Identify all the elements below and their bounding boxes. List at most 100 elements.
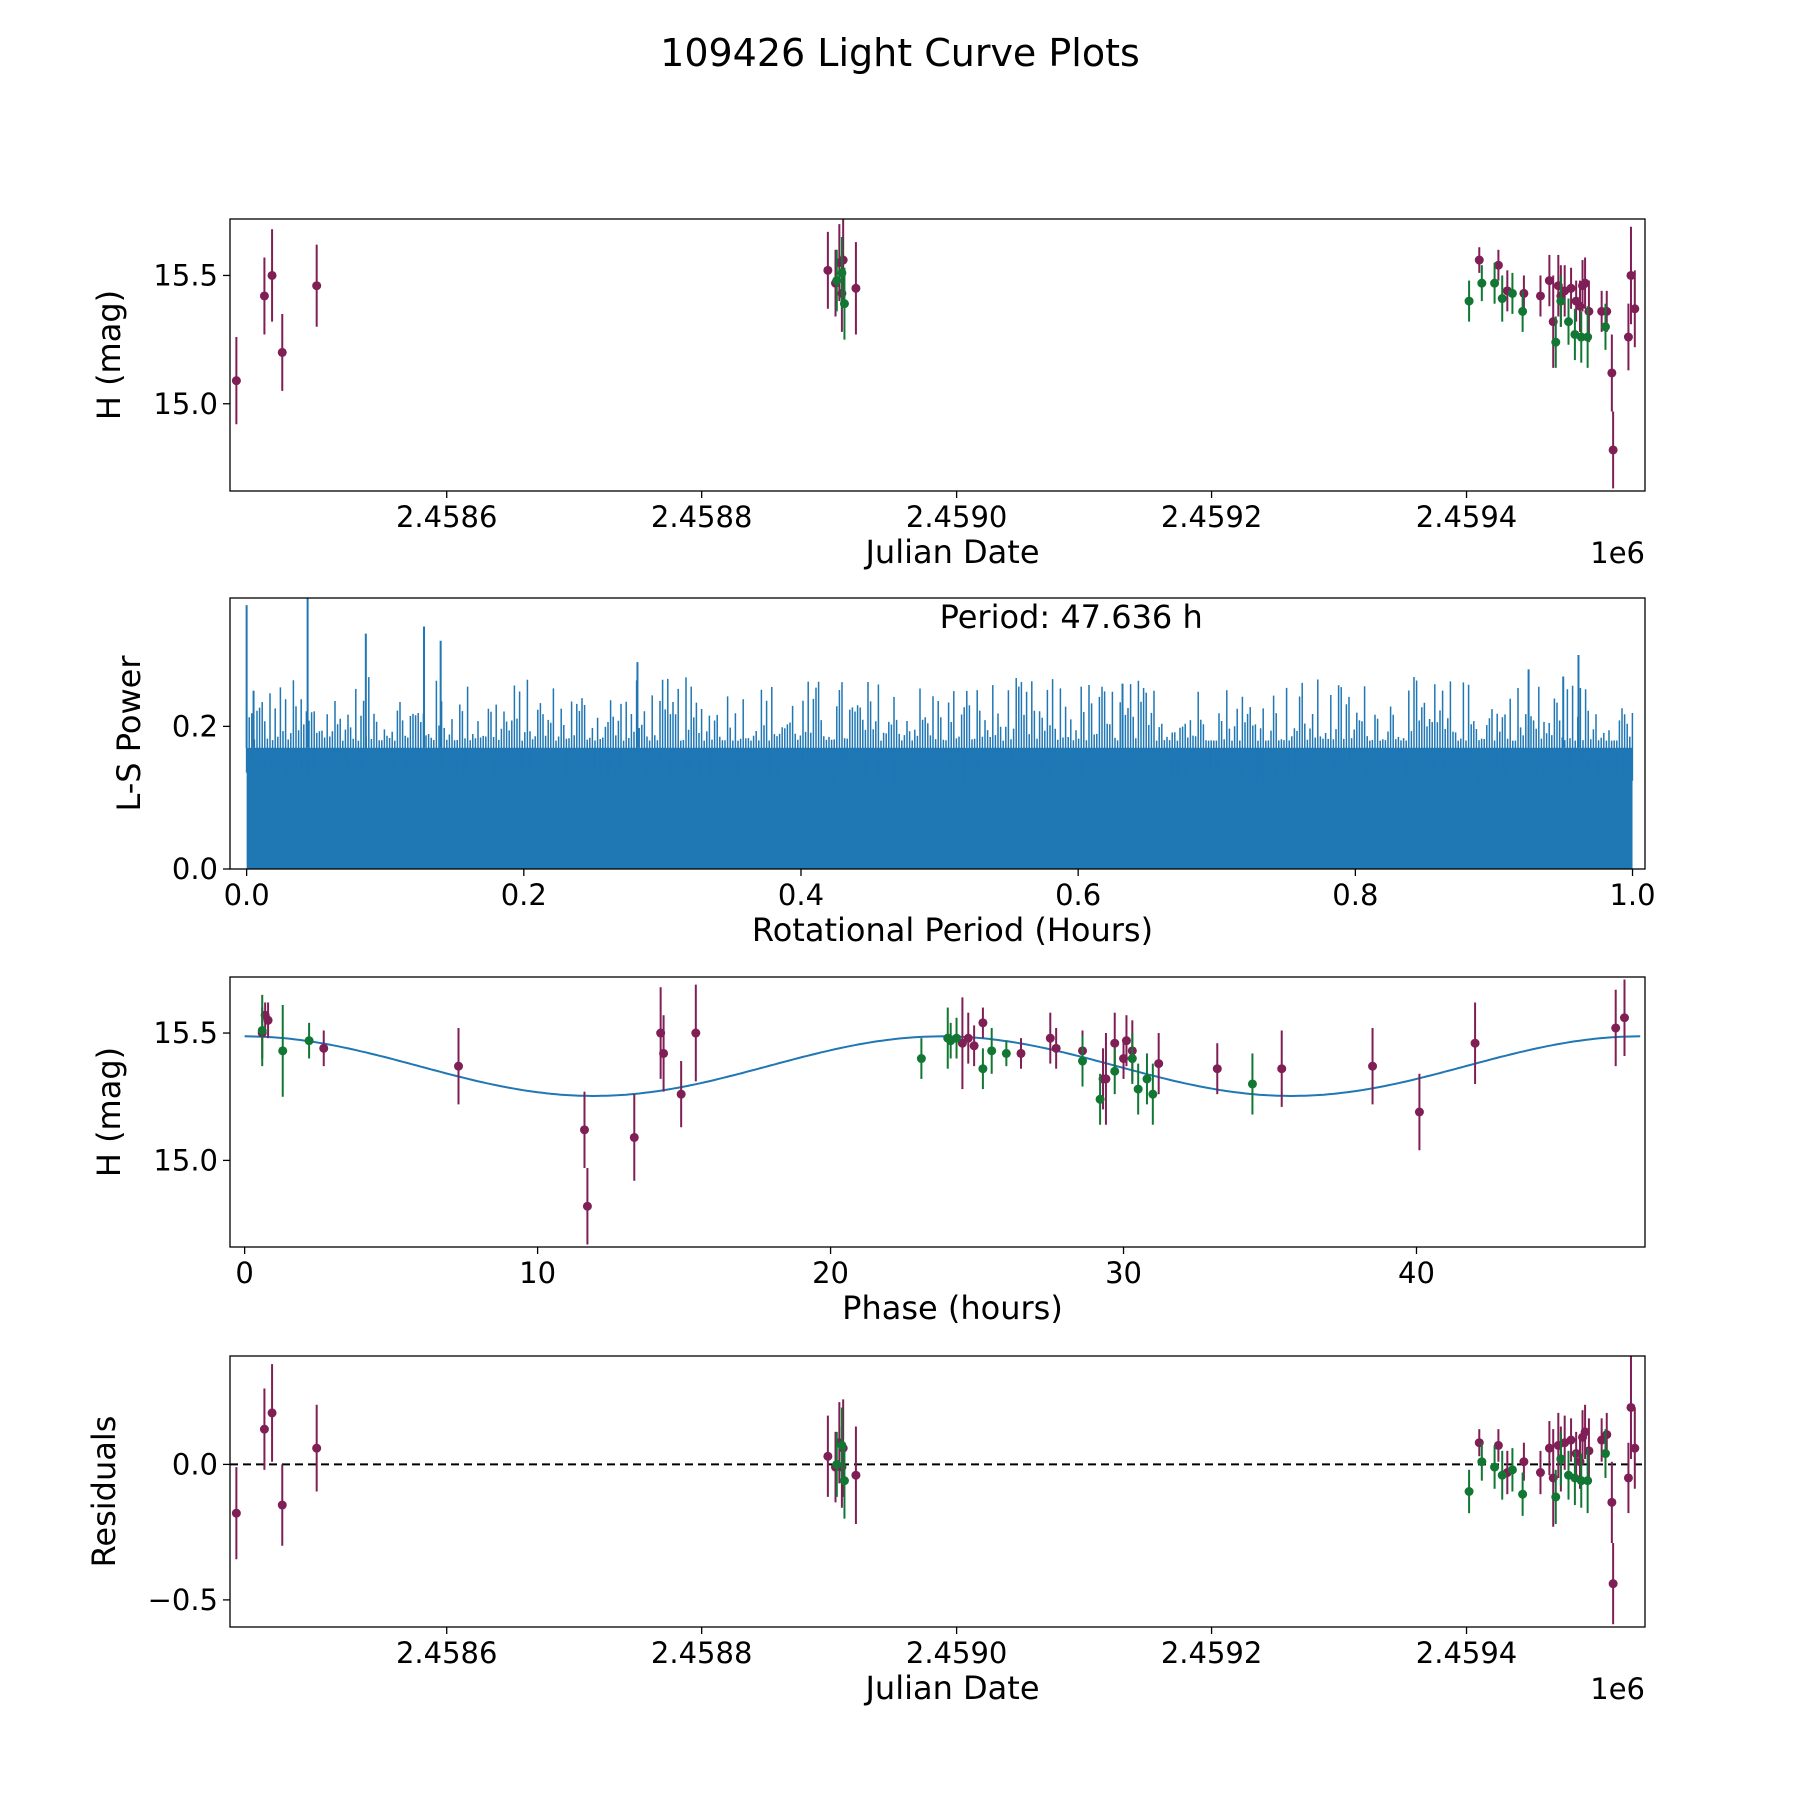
periodogram-ytick-label: 0.0 <box>172 852 218 886</box>
residuals-data-point <box>1580 1427 1590 1437</box>
lightcurve-data-point <box>1576 332 1586 342</box>
lightcurve-ytick-label: 15.0 <box>153 387 218 421</box>
figure-title: 109426 Light Curve Plots <box>660 31 1140 75</box>
phased-axes-frame <box>229 976 1646 1248</box>
lightcurve-data-point <box>1535 291 1545 301</box>
lightcurve-data-point <box>312 281 322 291</box>
phased-data-point <box>1110 1066 1120 1076</box>
lightcurve-data-point <box>1600 322 1610 332</box>
residuals-panel: Julian Date Residuals 1e6 2.4586 2.4588 2.… <box>85 1355 1646 1707</box>
periodogram-xtick-label: 0.2 <box>501 878 547 912</box>
phased-data-point <box>978 1018 988 1028</box>
phased-data-point <box>1095 1094 1105 1104</box>
residuals-xtick-label: 2.4592 <box>1161 1636 1262 1670</box>
residuals-ylabel: Residuals <box>85 1416 123 1568</box>
phased-data-point <box>963 1033 973 1043</box>
lightcurve-data-point <box>832 276 842 286</box>
phased-data-point <box>978 1064 988 1074</box>
phased-xtick-label: 30 <box>1105 1256 1142 1290</box>
residuals-data-point <box>1602 1430 1612 1440</box>
residuals-data-point <box>1464 1487 1474 1496</box>
phased-data-point <box>916 1054 926 1064</box>
residuals-plot <box>230 1356 1645 1625</box>
lightcurve-data-point <box>277 347 287 357</box>
residuals-data-point <box>1551 1492 1561 1502</box>
phased-data-point <box>1148 1089 1158 1099</box>
phased-data-point <box>1470 1038 1480 1048</box>
periodogram-axes-frame <box>229 597 1646 870</box>
residuals-data-point <box>1477 1457 1487 1467</box>
phased-data-point <box>1121 1036 1131 1046</box>
phased-data-point <box>1110 1038 1120 1048</box>
periodogram-panel: Rotational Period (Hours) L-S Power Peri… <box>110 597 1656 949</box>
residuals-data-point <box>1584 1446 1594 1456</box>
periodogram-xtick-label: 1.0 <box>1609 878 1655 912</box>
phased-xtick-label: 0 <box>235 1256 253 1290</box>
lightcurve-data-point <box>267 270 277 280</box>
residuals-data-point <box>312 1443 322 1453</box>
residuals-xtick-label: 2.4586 <box>396 1636 497 1670</box>
phased-xtick-label: 40 <box>1398 1256 1435 1290</box>
lightcurve-ytick-label: 15.5 <box>153 258 218 292</box>
lightcurve-data-point <box>1630 304 1640 314</box>
residuals-data-point <box>1576 1476 1586 1486</box>
residuals-data-point <box>1608 1579 1618 1589</box>
lightcurve-data-point <box>1477 278 1487 288</box>
phased-panel: Phase (hours) H (mag) 0 10 20 30 40 15.0 15.5 <box>90 976 1646 1327</box>
lightcurve-data-point <box>1474 255 1484 265</box>
lightcurve-data-point <box>1556 296 1566 306</box>
periodogram-xtick-label: 0.4 <box>778 878 824 912</box>
residuals-data-point <box>1535 1468 1545 1478</box>
periodogram-ylabel: L-S Power <box>110 655 148 812</box>
lightcurve-data-point <box>838 255 848 265</box>
residuals-data-point <box>231 1508 241 1518</box>
phased-data-point <box>263 1015 273 1025</box>
phased-data-point <box>278 1046 288 1056</box>
residuals-data-point <box>1626 1402 1636 1412</box>
periodogram-xtick-label: 0.0 <box>224 878 270 912</box>
lightcurve-xtick-label: 2.4588 <box>651 500 752 534</box>
lightcurve-data-point <box>1584 306 1594 316</box>
phased-data-point <box>1045 1033 1055 1043</box>
phased-data-point <box>969 1041 979 1051</box>
lightcurve-data-point <box>1493 260 1503 270</box>
phased-ylabel: H (mag) <box>90 1047 128 1177</box>
phased-data-point <box>952 1033 962 1043</box>
phased-data-point <box>257 1025 267 1035</box>
residuals-xtick-label: 2.4590 <box>906 1636 1007 1670</box>
residuals-data-point <box>1493 1440 1503 1450</box>
lightcurve-data-point <box>1626 270 1636 280</box>
phased-data-point <box>1611 1023 1621 1033</box>
phased-data-point <box>1051 1043 1061 1053</box>
phased-data-point <box>691 1028 701 1038</box>
lightcurve-data-point <box>1608 445 1618 455</box>
phased-data-point <box>1016 1048 1026 1058</box>
phased-data-point <box>1001 1048 1011 1058</box>
phased-data-point <box>1212 1064 1222 1074</box>
phased-xtick-label: 10 <box>519 1256 556 1290</box>
phased-ytick-label: 15.0 <box>153 1143 218 1177</box>
periodogram-xtick-label: 0.8 <box>1332 878 1378 912</box>
phased-data-point <box>1101 1074 1111 1084</box>
lightcurve-data-point <box>1623 332 1633 342</box>
lightcurve-data-point <box>839 299 849 309</box>
residuals-data-point <box>823 1451 833 1461</box>
lightcurve-ylabel: H (mag) <box>90 290 128 420</box>
residuals-data-point <box>1607 1497 1617 1507</box>
phased-ytick-label: 15.5 <box>153 1016 218 1050</box>
lightcurve-data-point <box>823 265 833 275</box>
residuals-data-point <box>1630 1443 1640 1453</box>
lightcurve-xtick-label: 2.4586 <box>396 500 497 534</box>
lightcurve-data-point <box>259 291 269 301</box>
residuals-data-point <box>1490 1462 1500 1472</box>
lightcurve-offset-text: 1e6 <box>1590 536 1645 570</box>
phased-data-point <box>1133 1084 1143 1094</box>
lightcurve-data-point <box>231 376 241 386</box>
lightcurve-data-point <box>1583 332 1593 342</box>
lightcurve-data-point <box>1464 296 1474 306</box>
phased-data-point <box>676 1089 686 1099</box>
phased-data-point <box>1247 1079 1257 1089</box>
lightcurve-data-point <box>1580 278 1590 288</box>
phased-data-point <box>1127 1054 1137 1064</box>
